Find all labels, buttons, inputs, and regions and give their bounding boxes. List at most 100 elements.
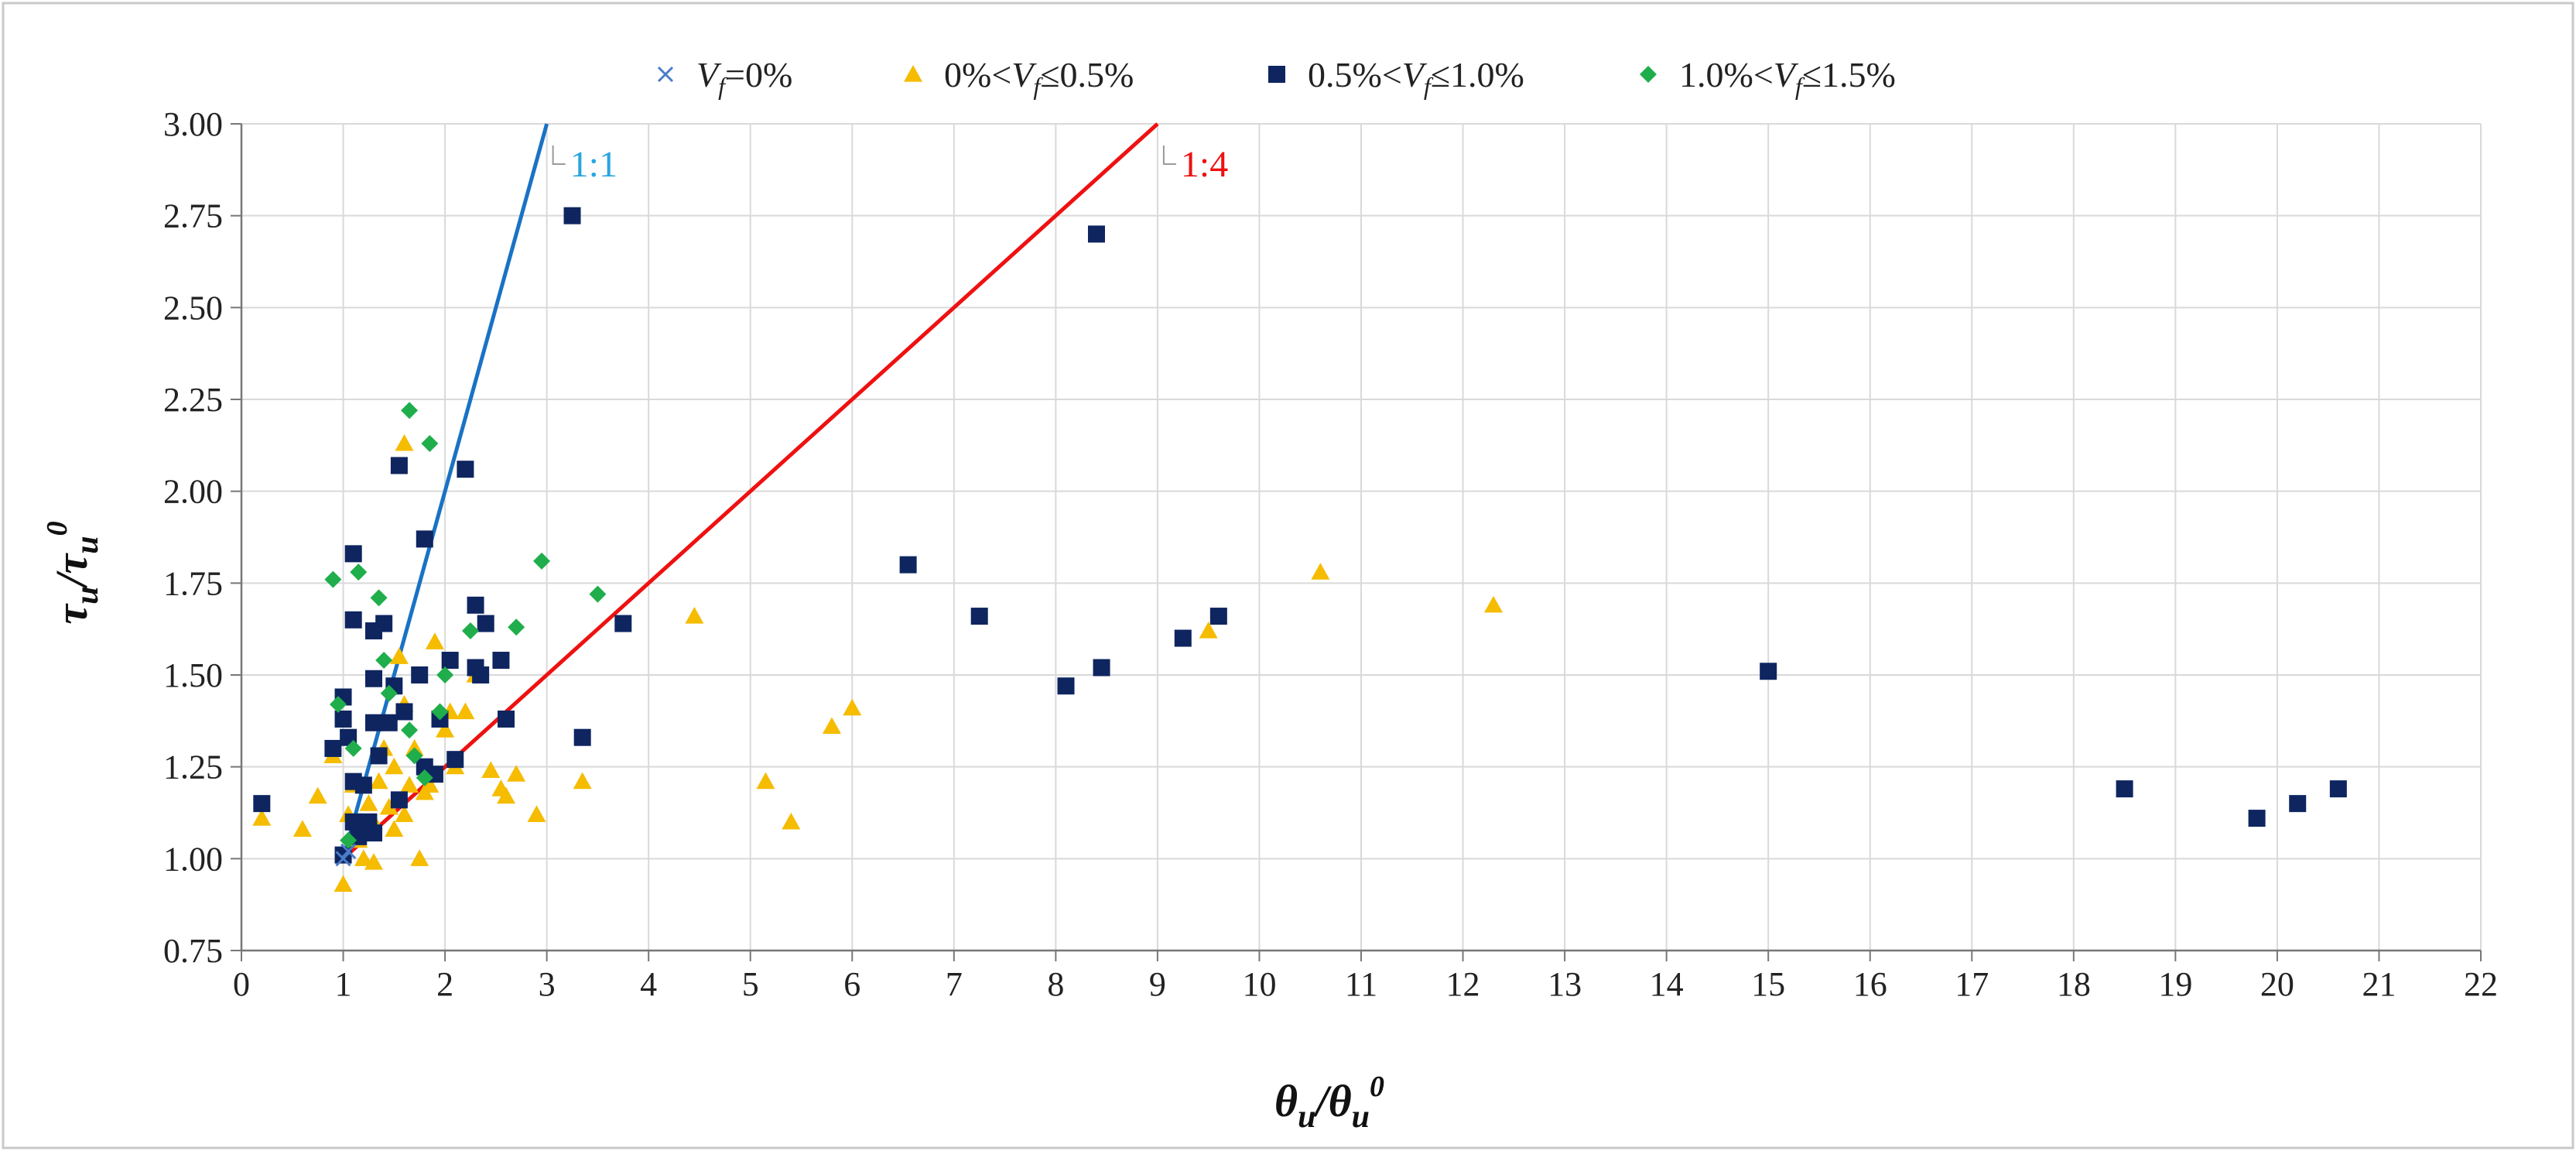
x-tick-label: 1: [335, 965, 352, 1003]
legend-label: 1.0%<Vf≤1.5%: [1679, 55, 1896, 100]
series-vf15: [324, 402, 607, 849]
point-vf10: [365, 824, 383, 842]
point-vf05: [1199, 622, 1218, 639]
x-tick-label: 6: [843, 965, 860, 1003]
x-tick-label: 12: [1446, 965, 1480, 1003]
point-vf10: [970, 608, 988, 625]
point-vf0: [335, 851, 351, 867]
point-vf05: [252, 809, 272, 826]
legend-item-vf05: 0%<Vf≤0.5%: [904, 55, 1134, 100]
point-vf05: [379, 797, 399, 815]
point-vf05: [843, 698, 862, 716]
y-tick-label: 3.00: [163, 105, 223, 143]
point-vf10: [390, 457, 408, 474]
point-vf05: [395, 805, 414, 822]
point-vf05: [685, 607, 704, 624]
x-tick-label: 16: [1853, 965, 1887, 1003]
point-vf10: [395, 703, 413, 721]
point-vf10: [390, 791, 408, 809]
point-vf05: [385, 820, 404, 837]
point-vf10: [1174, 629, 1192, 647]
point-vf10: [492, 652, 510, 670]
series-vf10: [253, 207, 2347, 864]
legend-label: Vf=0%: [696, 55, 792, 100]
point-vf05: [410, 849, 429, 866]
point-vf05: [359, 794, 378, 811]
point-vf15: [405, 747, 423, 765]
x-tick-label: 20: [2260, 965, 2294, 1003]
legend-marker: [1268, 66, 1285, 83]
x-tick-label: 10: [1242, 965, 1276, 1003]
x-tick-label: 2: [436, 965, 453, 1003]
point-vf05: [420, 776, 440, 793]
point-vf10: [253, 795, 271, 813]
point-vf05: [1311, 563, 1330, 580]
legend-item-vf10: 0.5%<Vf≤1.0%: [1268, 55, 1524, 100]
point-vf10: [2289, 795, 2307, 813]
reference-line-1to4: [341, 122, 1159, 861]
point-vf05: [389, 647, 409, 664]
point-vf05: [425, 632, 444, 649]
point-vf10: [344, 611, 362, 629]
point-vf05: [308, 786, 327, 804]
y-tick-label: 2.25: [163, 381, 223, 419]
reference-line-1to1: [341, 123, 549, 860]
reference-lines: 1:1 1:4: [341, 122, 1228, 861]
marker-stroke: [657, 66, 674, 83]
point-vf10: [477, 615, 494, 632]
legend-label: 0.5%<Vf≤1.0%: [1308, 55, 1524, 100]
point-vf10: [354, 776, 372, 794]
point-vf05: [527, 805, 546, 822]
point-vf15: [421, 434, 439, 452]
y-tick-labels: 0.75 1.00 1.25 1.50 1.75 2.00 2.25 2.50 2.75 3.00: [163, 105, 223, 970]
y-tick-label: 1.75: [163, 564, 223, 602]
x-tick-label: 5: [742, 965, 759, 1003]
y-tick-label: 1.25: [163, 748, 223, 786]
point-vf15: [401, 402, 419, 420]
point-vf15: [340, 831, 357, 849]
point-vf05: [364, 853, 384, 870]
point-vf10: [380, 714, 398, 731]
x-tick-label: 9: [1149, 965, 1166, 1003]
point-vf10: [446, 751, 464, 769]
point-vf10: [1087, 225, 1105, 243]
point-vf10: [441, 652, 459, 670]
y-tick-label: 2.75: [163, 197, 223, 235]
y-tick-label: 0.75: [163, 932, 223, 970]
point-vf05: [395, 433, 414, 451]
point-vf10: [467, 596, 484, 614]
x-tick-label: 21: [2362, 965, 2396, 1003]
point-vf10: [472, 666, 490, 683]
point-vf15: [380, 684, 398, 702]
point-vf15: [324, 570, 342, 588]
point-vf05: [400, 776, 419, 793]
point-vf10: [370, 747, 388, 765]
point-vf15: [589, 585, 607, 603]
marker-stroke: [340, 843, 357, 859]
point-vf05: [481, 761, 501, 779]
point-vf10: [365, 670, 383, 687]
x-tick-label: 13: [1548, 965, 1582, 1003]
point-vf15: [401, 721, 419, 739]
point-vf10: [614, 615, 632, 632]
point-vf10: [1057, 677, 1075, 695]
reference-label-leader: [1162, 146, 1176, 165]
data-points: [252, 207, 2347, 892]
legend-marker: [1640, 66, 1657, 83]
point-vf10: [1760, 663, 1777, 680]
point-vf15: [375, 652, 393, 670]
point-vf05: [292, 820, 312, 837]
legend-item-vf15: 1.0%<Vf≤1.5%: [1640, 55, 1896, 100]
x-tick-label: 18: [2057, 965, 2091, 1003]
x-tick-label: 7: [946, 965, 963, 1003]
y-tick-label: 2.50: [163, 289, 223, 327]
point-vf05: [369, 772, 388, 790]
x-tick-label: 19: [2158, 965, 2192, 1003]
point-vf10: [498, 710, 515, 728]
point-vf10: [457, 461, 474, 478]
point-vf10: [324, 739, 342, 757]
axes: [231, 123, 2482, 961]
point-vf05: [507, 765, 526, 782]
